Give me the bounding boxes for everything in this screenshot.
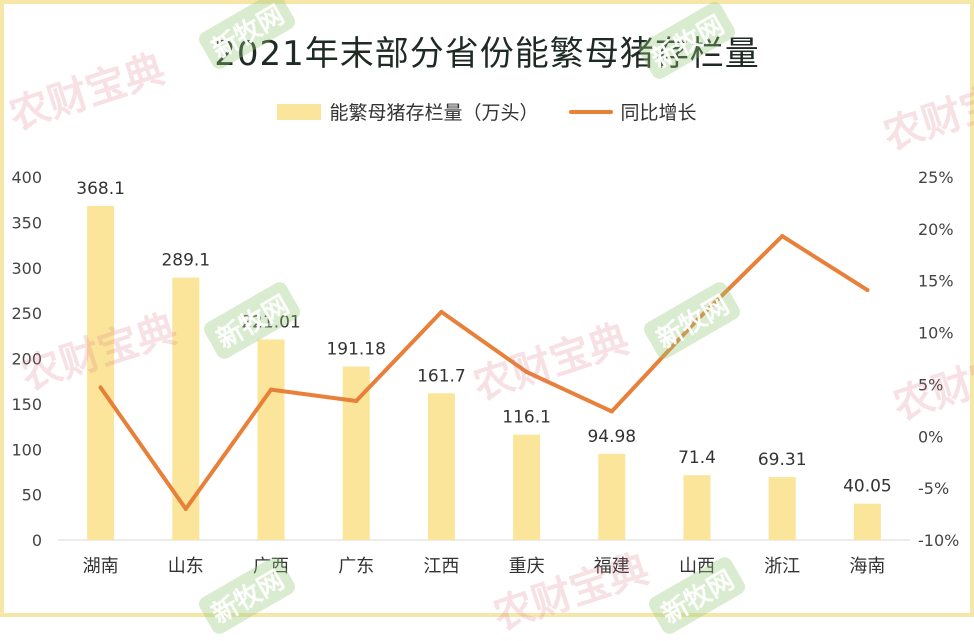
growth-point [524, 369, 529, 374]
chart-legend: 能繁母猪存栏量（万头） 同比增长 [0, 98, 974, 125]
bar-data-label: 289.1 [161, 251, 210, 271]
growth-point [354, 399, 359, 404]
growth-point [183, 506, 188, 511]
x-category-label: 海南 [849, 556, 885, 577]
bar-data-label: 69.31 [758, 450, 807, 470]
y-left-tick-label: 100 [11, 440, 42, 459]
bar [598, 453, 626, 540]
bar-data-label: 116.1 [502, 408, 551, 428]
growth-point [439, 309, 444, 314]
bar [513, 434, 541, 540]
x-category-label: 湖南 [83, 556, 119, 577]
bar [257, 339, 285, 540]
x-category-label: 山西 [679, 556, 715, 577]
y-right-tick-label: 15% [918, 272, 954, 291]
y-left-tick-label: 50 [22, 486, 42, 505]
y-left-tick-label: 400 [11, 168, 42, 187]
legend-line-label: 同比增长 [620, 102, 697, 124]
y-right-tick-label: 10% [918, 324, 954, 343]
bar [768, 477, 796, 540]
bar-data-label: 71.4 [678, 448, 716, 468]
chart-frame [0, 0, 974, 617]
bar [342, 366, 370, 540]
growth-point [609, 409, 614, 414]
y-right-tick-label: -5% [918, 479, 949, 498]
bar [683, 475, 711, 540]
growth-point [780, 234, 785, 239]
legend-item-bar[interactable]: 能繁母猪存栏量（万头） [277, 98, 539, 125]
growth-point [98, 385, 103, 390]
chart-title: 2021年末部分省份能繁母猪存栏量 [214, 34, 760, 74]
bar-data-label: 221.01 [241, 312, 300, 332]
bar [172, 277, 200, 540]
legend-bar-swatch [277, 103, 322, 120]
y-right-tick-label: 20% [918, 220, 954, 239]
bar [427, 393, 455, 540]
growth-point [865, 288, 870, 293]
y-left-tick-label: 350 [11, 213, 42, 232]
legend-line-swatch [568, 109, 613, 114]
growth-point [269, 387, 273, 392]
x-category-label: 广东 [338, 556, 374, 577]
y-right-tick-label: 25% [918, 168, 954, 187]
legend-item-line[interactable]: 同比增长 [568, 98, 697, 125]
x-category-label: 浙江 [764, 556, 800, 577]
y-right-tick-label: -10% [918, 531, 959, 550]
y-right-tick-label: 0% [918, 427, 943, 446]
y-left-tick-label: 300 [11, 259, 42, 278]
combo-chart: 0 50 100 150 200 250 300 350 400 -10% -5% 0% 5% 10% 15… [11, 168, 959, 577]
x-category-label: 福建 [594, 556, 630, 577]
y-right-tick-label: 5% [918, 375, 943, 394]
growth-point [695, 318, 699, 323]
x-category-label: 广西 [253, 556, 289, 577]
bar-data-label: 94.98 [587, 427, 636, 447]
y-left-tick-label: 150 [11, 395, 42, 414]
bar-data-label: 368.1 [76, 179, 125, 199]
y-left-tick-label: 0 [32, 531, 42, 550]
bar-data-label: 161.7 [417, 366, 466, 386]
legend-bar-label: 能繁母猪存栏量（万头） [329, 102, 539, 124]
bar-data-label: 191.18 [326, 340, 385, 360]
growth-line [98, 234, 870, 511]
x-category-label: 山东 [168, 556, 204, 577]
x-category-label: 重庆 [509, 556, 545, 577]
x-category-label: 江西 [423, 556, 459, 577]
y-left-tick-label: 250 [11, 304, 42, 323]
bar [87, 205, 115, 540]
y-left-tick-label: 200 [11, 350, 42, 369]
bar [853, 503, 881, 540]
bar-data-label: 40.05 [843, 477, 892, 497]
